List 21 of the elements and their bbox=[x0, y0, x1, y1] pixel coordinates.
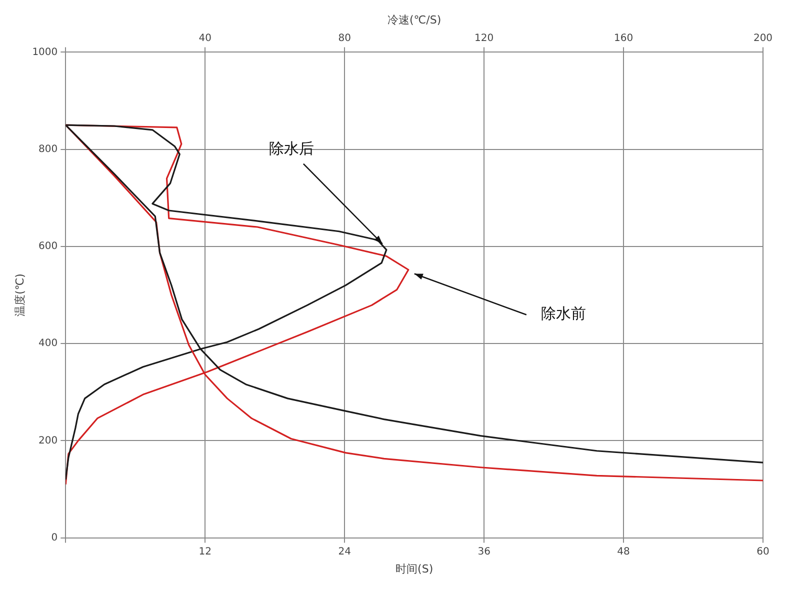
x-axis-title: 时间(S) bbox=[396, 562, 434, 576]
x-tick-label: 12 bbox=[198, 546, 212, 558]
y-tick-label: 800 bbox=[38, 144, 58, 155]
x2-tick-label: 40 bbox=[198, 32, 212, 44]
y-tick-label: 1000 bbox=[32, 46, 58, 58]
y-axis-title: 温度(℃) bbox=[13, 274, 26, 316]
x-tick-label: 36 bbox=[478, 546, 490, 558]
y-tick-label: 600 bbox=[38, 241, 58, 252]
y-tick-label: 0 bbox=[51, 532, 58, 544]
y-tick-label: 400 bbox=[38, 338, 58, 350]
x2-tick-label: 200 bbox=[753, 32, 773, 44]
x2-tick-label: 80 bbox=[338, 32, 351, 44]
x2-axis-title: 冷速(℃/S) bbox=[388, 13, 442, 26]
x-tick-label: 24 bbox=[338, 546, 351, 558]
x-tick-label: 60 bbox=[756, 546, 770, 558]
x-tick-label: 48 bbox=[617, 546, 630, 558]
x2-tick-label: 160 bbox=[614, 32, 634, 44]
y-tick-label: 200 bbox=[38, 435, 58, 446]
text: 除水前 bbox=[540, 304, 586, 323]
x2-tick-label: 120 bbox=[474, 32, 494, 44]
text: 除水后 bbox=[268, 140, 314, 158]
